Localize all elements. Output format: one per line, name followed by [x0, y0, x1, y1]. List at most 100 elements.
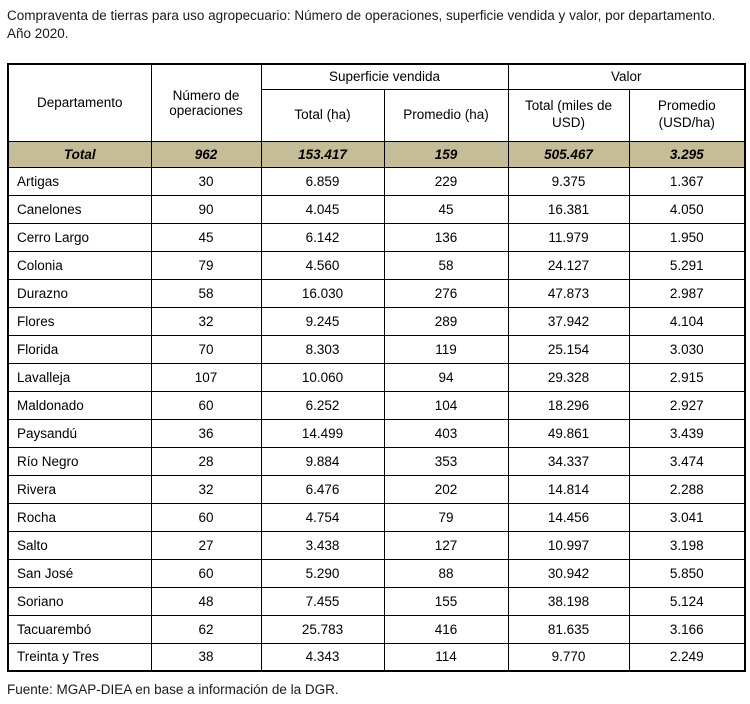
valor-promedio-cell: 4.050 [628, 194, 746, 224]
valor-total-cell: 37.942 [507, 306, 630, 336]
superficie-promedio-cell: 403 [383, 418, 509, 448]
valor-promedio-cell: 2.987 [628, 278, 746, 308]
table-row: Colonia 79 4.560 58 24.127 5.291 [7, 250, 746, 280]
valor-total-cell: 11.979 [507, 222, 630, 252]
header-valor-total: Total (miles de USD) [507, 88, 630, 142]
superficie-promedio-cell: 45 [383, 194, 509, 224]
valor-promedio-cell: 3.041 [628, 502, 746, 532]
superficie-promedio-cell: 353 [383, 446, 509, 476]
valor-promedio-cell: 3.198 [628, 530, 746, 560]
valor-promedio-cell: 1.950 [628, 222, 746, 252]
department-cell: Treinta y Tres [7, 642, 152, 672]
table-row: Canelones 90 4.045 45 16.381 4.050 [7, 194, 746, 224]
valor-total-cell: 49.861 [507, 418, 630, 448]
table-row: Río Negro 28 9.884 353 34.337 3.474 [7, 446, 746, 476]
table-row: Maldonado 60 6.252 104 18.296 2.927 [7, 390, 746, 420]
header-operaciones: Número de operaciones [150, 63, 262, 142]
valor-promedio-cell: 2.915 [628, 362, 746, 392]
table-row: Florida 70 8.303 119 25.154 3.030 [7, 334, 746, 364]
superficie-total-cell: 14.499 [260, 418, 385, 448]
table-row: Cerro Largo 45 6.142 136 11.979 1.950 [7, 222, 746, 252]
operaciones-cell: 32 [150, 306, 262, 336]
operaciones-cell: 60 [150, 558, 262, 588]
table-title: Compraventa de tierras para uso agropecu… [7, 8, 716, 41]
header-group-row: Departamento Número de operaciones Super… [7, 63, 746, 142]
superficie-promedio-cell: 104 [383, 390, 509, 420]
superficie-promedio-cell: 276 [383, 278, 509, 308]
total-operaciones: 962 [150, 140, 262, 168]
valor-total-cell: 10.997 [507, 530, 630, 560]
valor-promedio-cell: 5.124 [628, 586, 746, 616]
department-cell: Artigas [7, 166, 152, 196]
operaciones-cell: 27 [150, 530, 262, 560]
total-superficie-promedio: 159 [383, 140, 509, 168]
table-row: Treinta y Tres 38 4.343 114 9.770 2.249 [7, 642, 746, 672]
superficie-promedio-cell: 155 [383, 586, 509, 616]
valor-promedio-cell: 3.439 [628, 418, 746, 448]
valor-total-cell: 30.942 [507, 558, 630, 588]
valor-promedio-cell: 3.030 [628, 334, 746, 364]
operaciones-cell: 90 [150, 194, 262, 224]
valor-promedio-cell: 2.249 [628, 642, 746, 672]
superficie-promedio-cell: 416 [383, 614, 509, 644]
valor-total-cell: 38.198 [507, 586, 630, 616]
superficie-promedio-cell: 289 [383, 306, 509, 336]
superficie-total-cell: 4.560 [260, 250, 385, 280]
valor-total-cell: 24.127 [507, 250, 630, 280]
superficie-promedio-cell: 88 [383, 558, 509, 588]
department-cell: Rivera [7, 474, 152, 504]
header-superficie-promedio: Promedio (ha) [383, 88, 509, 142]
valor-promedio-cell: 4.104 [628, 306, 746, 336]
superficie-total-cell: 6.476 [260, 474, 385, 504]
superficie-promedio-cell: 127 [383, 530, 509, 560]
superficie-total-cell: 4.343 [260, 642, 385, 672]
valor-total-cell: 25.154 [507, 334, 630, 364]
table-row: Soriano 48 7.455 155 38.198 5.124 [7, 586, 746, 616]
header-superficie-group: Superficie vendida [260, 63, 509, 90]
superficie-total-cell: 16.030 [260, 278, 385, 308]
superficie-total-cell: 6.859 [260, 166, 385, 196]
valor-promedio-cell: 3.166 [628, 614, 746, 644]
header-superficie-total: Total (ha) [260, 88, 385, 142]
superficie-promedio-cell: 58 [383, 250, 509, 280]
superficie-total-cell: 4.754 [260, 502, 385, 532]
operaciones-cell: 62 [150, 614, 262, 644]
operaciones-cell: 60 [150, 390, 262, 420]
total-superficie-total: 153.417 [260, 140, 385, 168]
department-cell: Colonia [7, 250, 152, 280]
valor-promedio-cell: 3.474 [628, 446, 746, 476]
valor-total-cell: 14.814 [507, 474, 630, 504]
valor-total-cell: 29.328 [507, 362, 630, 392]
superficie-total-cell: 8.303 [260, 334, 385, 364]
superficie-total-cell: 9.884 [260, 446, 385, 476]
valor-total-cell: 18.296 [507, 390, 630, 420]
department-cell: Maldonado [7, 390, 152, 420]
valor-promedio-cell: 2.288 [628, 474, 746, 504]
total-label: Total [7, 140, 152, 168]
department-cell: Lavalleja [7, 362, 152, 392]
source-note: Fuente: MGAP-DIEA en base a información … [7, 682, 339, 697]
valor-promedio-cell: 5.850 [628, 558, 746, 588]
department-cell: Salto [7, 530, 152, 560]
valor-total-cell: 16.381 [507, 194, 630, 224]
table-row: Durazno 58 16.030 276 47.873 2.987 [7, 278, 746, 308]
land-sales-table: Departamento Número de operaciones Super… [7, 63, 747, 672]
valor-total-cell: 34.337 [507, 446, 630, 476]
operaciones-cell: 48 [150, 586, 262, 616]
operaciones-cell: 58 [150, 278, 262, 308]
department-cell: Florida [7, 334, 152, 364]
table-row: Flores 32 9.245 289 37.942 4.104 [7, 306, 746, 336]
operaciones-cell: 45 [150, 222, 262, 252]
superficie-total-cell: 25.783 [260, 614, 385, 644]
superficie-total-cell: 10.060 [260, 362, 385, 392]
operaciones-cell: 36 [150, 418, 262, 448]
superficie-total-cell: 3.438 [260, 530, 385, 560]
superficie-total-cell: 4.045 [260, 194, 385, 224]
department-cell: Flores [7, 306, 152, 336]
superficie-total-cell: 5.290 [260, 558, 385, 588]
valor-total-cell: 9.375 [507, 166, 630, 196]
superficie-total-cell: 6.142 [260, 222, 385, 252]
superficie-promedio-cell: 94 [383, 362, 509, 392]
valor-total-cell: 47.873 [507, 278, 630, 308]
operaciones-cell: 107 [150, 362, 262, 392]
